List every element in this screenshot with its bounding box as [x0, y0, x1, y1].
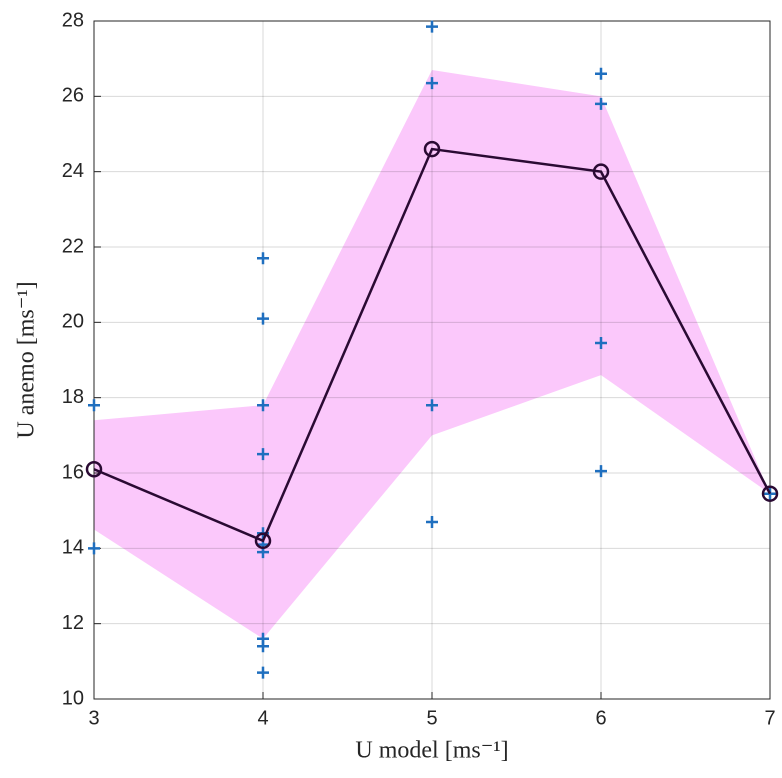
scatter-point	[257, 448, 269, 461]
scatter-point	[595, 465, 607, 478]
mean-marker	[592, 163, 610, 180]
scatter-point	[88, 399, 100, 412]
scatter-point	[426, 399, 438, 412]
scatter-point	[426, 77, 438, 90]
mean-marker	[423, 140, 441, 158]
scatter-point	[595, 97, 607, 110]
x-tick-label: 3	[88, 707, 99, 729]
y-tick-label: 18	[62, 386, 84, 408]
scatter-point	[764, 487, 776, 500]
y-tick-label: 10	[62, 687, 84, 709]
y-tick-label: 26	[62, 85, 84, 107]
x-axis-label: U model [ms⁻¹]	[355, 738, 508, 764]
scatter-point	[257, 640, 269, 653]
scatter-point	[595, 67, 607, 80]
scatter-point	[257, 399, 269, 412]
scatter-point	[426, 515, 438, 528]
scatter-point	[426, 20, 438, 33]
mean-marker	[85, 460, 103, 478]
y-tick-label: 22	[62, 235, 84, 257]
y-tick-label: 12	[62, 612, 84, 634]
band	[94, 69, 770, 639]
scatter-point	[257, 312, 269, 325]
y-tick-label: 28	[62, 9, 84, 31]
mean-marker	[254, 532, 272, 550]
y-axis-label: U anemo [ms⁻¹]	[14, 281, 40, 438]
y-tick-label: 24	[62, 160, 84, 182]
y-tick-label: 14	[62, 537, 84, 559]
scatter-point	[257, 666, 269, 679]
scatter-point	[257, 252, 269, 265]
mean-line	[93, 147, 772, 543]
mean-marker	[761, 485, 779, 502]
x-tick-label: 6	[595, 707, 606, 729]
y-tick-label: 16	[62, 461, 84, 483]
x-tick-label: 5	[426, 707, 437, 729]
y-tick-label: 20	[62, 311, 84, 333]
scatter-point	[88, 542, 100, 555]
x-tick-label: 4	[257, 707, 268, 729]
scatter-point	[595, 337, 607, 350]
x-tick-label: 7	[764, 707, 775, 729]
